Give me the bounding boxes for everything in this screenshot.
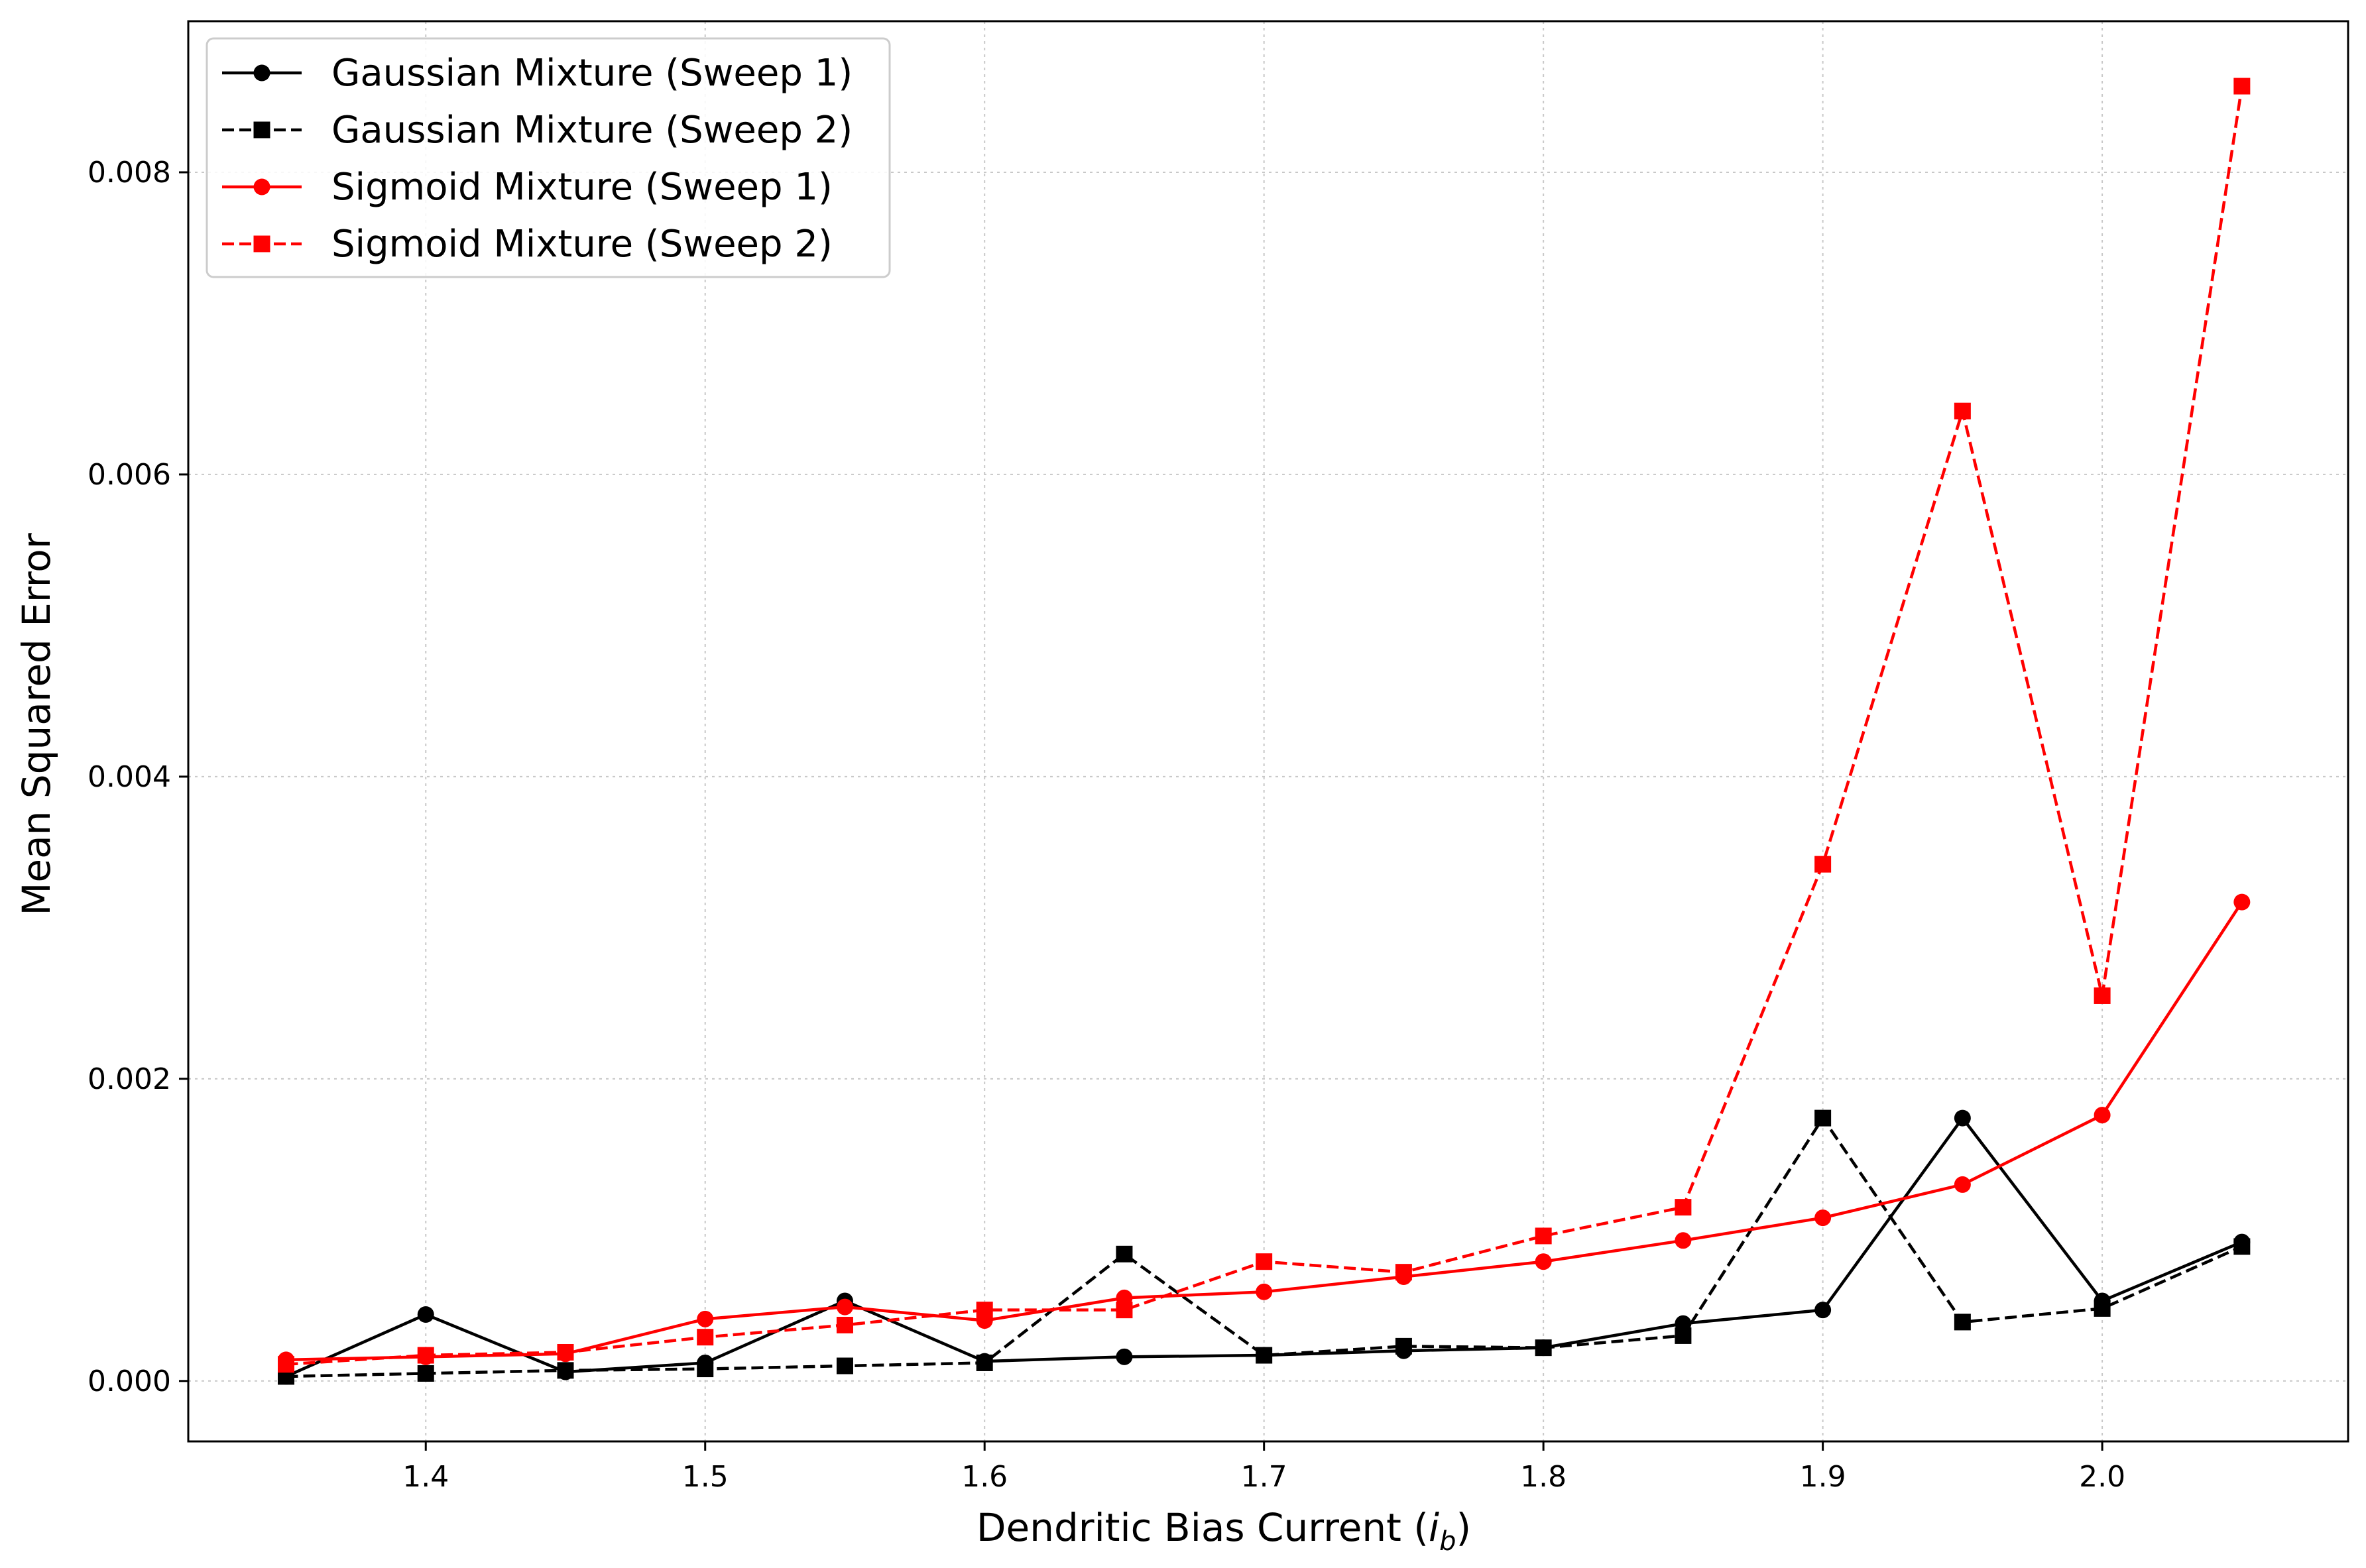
legend-box — [206, 37, 891, 278]
data-point — [2233, 78, 2251, 95]
data-point — [1256, 1283, 1273, 1300]
legend-entry: Gaussian Mixture (Sweep 2) — [222, 109, 853, 152]
data-point — [1116, 1302, 1133, 1319]
y-tick-label: 0.002 — [88, 1062, 171, 1096]
data-point — [417, 1365, 434, 1382]
legend-label: Sigmoid Mixture (Sweep 2) — [331, 223, 833, 266]
data-point — [697, 1361, 714, 1378]
legend-marker — [253, 235, 270, 252]
legend: Gaussian Mixture (Sweep 1) Gaussian Mixtu… — [206, 37, 891, 278]
y-axis-ticks: 0.000 0.002 0.004 0.006 0.008 — [88, 156, 188, 1398]
data-point — [1954, 1109, 1971, 1127]
x-axis-ticks: 1.4 1.5 1.6 1.7 1.8 1.9 2.0 — [402, 1441, 2125, 1494]
data-point — [557, 1362, 574, 1379]
data-point — [2094, 1300, 2111, 1317]
data-point — [417, 1347, 434, 1364]
legend-marker — [253, 121, 270, 139]
data-point — [417, 1306, 434, 1323]
y-axis-label: Mean Squared Error — [14, 533, 59, 915]
data-point — [1116, 1245, 1133, 1262]
x-axis-label-variable: i — [1429, 1505, 1439, 1550]
data-point — [1675, 1327, 1692, 1344]
data-point — [976, 1302, 993, 1319]
x-tick-label: 1.5 — [682, 1460, 729, 1494]
data-point — [1814, 1109, 1832, 1127]
data-point — [1954, 1314, 1971, 1331]
legend-entry: Sigmoid Mixture (Sweep 2) — [222, 223, 833, 266]
data-point — [1116, 1348, 1133, 1365]
data-point — [2233, 1238, 2251, 1255]
data-point — [1814, 1209, 1832, 1227]
legend-entry: Sigmoid Mixture (Sweep 1) — [222, 166, 833, 209]
legend-marker — [253, 64, 270, 82]
data-point — [1814, 856, 1832, 873]
data-point — [1954, 1176, 1971, 1193]
data-point — [278, 1356, 295, 1373]
x-axis-label-close: ) — [1456, 1505, 1471, 1550]
data-point — [836, 1357, 853, 1374]
legend-label: Gaussian Mixture (Sweep 1) — [331, 52, 853, 95]
data-point — [1675, 1232, 1692, 1249]
series-4 — [278, 78, 2251, 1373]
y-tick-label: 0.006 — [88, 458, 171, 492]
data-point — [1535, 1339, 1552, 1357]
data-point — [697, 1310, 714, 1327]
x-axis-label-text: Dendritic Bias Current ( — [976, 1505, 1429, 1550]
data-point — [1954, 402, 1971, 420]
data-point — [1395, 1337, 1412, 1355]
x-tick-label: 1.7 — [1241, 1460, 1287, 1494]
y-tick-label: 0.004 — [88, 760, 171, 794]
data-point — [2094, 1107, 2111, 1124]
data-point — [1256, 1347, 1273, 1364]
data-point — [1535, 1253, 1552, 1270]
data-point — [836, 1316, 853, 1333]
data-point — [2233, 893, 2251, 911]
x-tick-label: 1.9 — [1800, 1460, 1846, 1494]
plot-frame — [187, 20, 2349, 1443]
data-point — [1256, 1253, 1273, 1270]
data-point — [1814, 1302, 1832, 1319]
data-point — [836, 1298, 853, 1316]
data-point — [557, 1343, 574, 1361]
x-tick-label: 1.6 — [961, 1460, 1008, 1494]
grid-lines — [188, 21, 2348, 1441]
data-point — [1535, 1227, 1552, 1245]
legend-entry: Gaussian Mixture (Sweep 1) — [222, 52, 853, 95]
y-tick-label: 0.000 — [88, 1365, 171, 1398]
data-point — [697, 1329, 714, 1346]
x-tick-label: 2.0 — [2079, 1460, 2125, 1494]
data-point — [1395, 1264, 1412, 1281]
x-axis-label: Dendritic Bias Current (ib) — [976, 1505, 1471, 1557]
legend-label: Gaussian Mixture (Sweep 2) — [331, 109, 853, 152]
x-axis-label-subscript: b — [1439, 1526, 1456, 1557]
x-tick-label: 1.8 — [1520, 1460, 1567, 1494]
y-tick-label: 0.008 — [88, 156, 171, 190]
series-2 — [278, 1109, 2251, 1385]
series-layer — [278, 78, 2251, 1385]
legend-marker — [253, 178, 270, 196]
data-point — [976, 1354, 993, 1371]
data-point — [1675, 1199, 1692, 1216]
legend-label: Sigmoid Mixture (Sweep 1) — [331, 166, 833, 209]
x-tick-label: 1.4 — [402, 1460, 449, 1494]
data-point — [2094, 987, 2111, 1004]
